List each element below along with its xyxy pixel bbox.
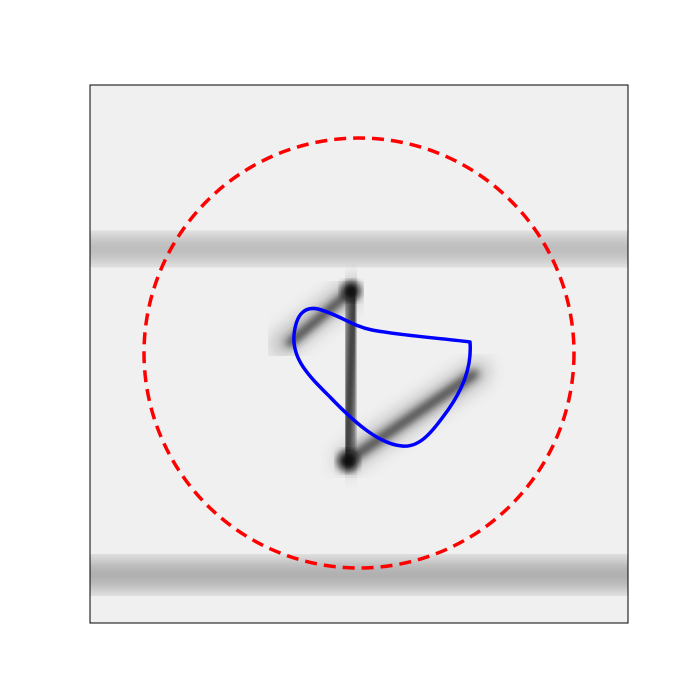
plot-frame bbox=[89, 84, 629, 624]
ruled-line-upper bbox=[90, 236, 628, 262]
ruled-line-lower bbox=[90, 560, 628, 590]
dashed-circle bbox=[142, 136, 576, 570]
handwriting-image bbox=[90, 85, 628, 623]
blue-contour bbox=[292, 306, 472, 448]
